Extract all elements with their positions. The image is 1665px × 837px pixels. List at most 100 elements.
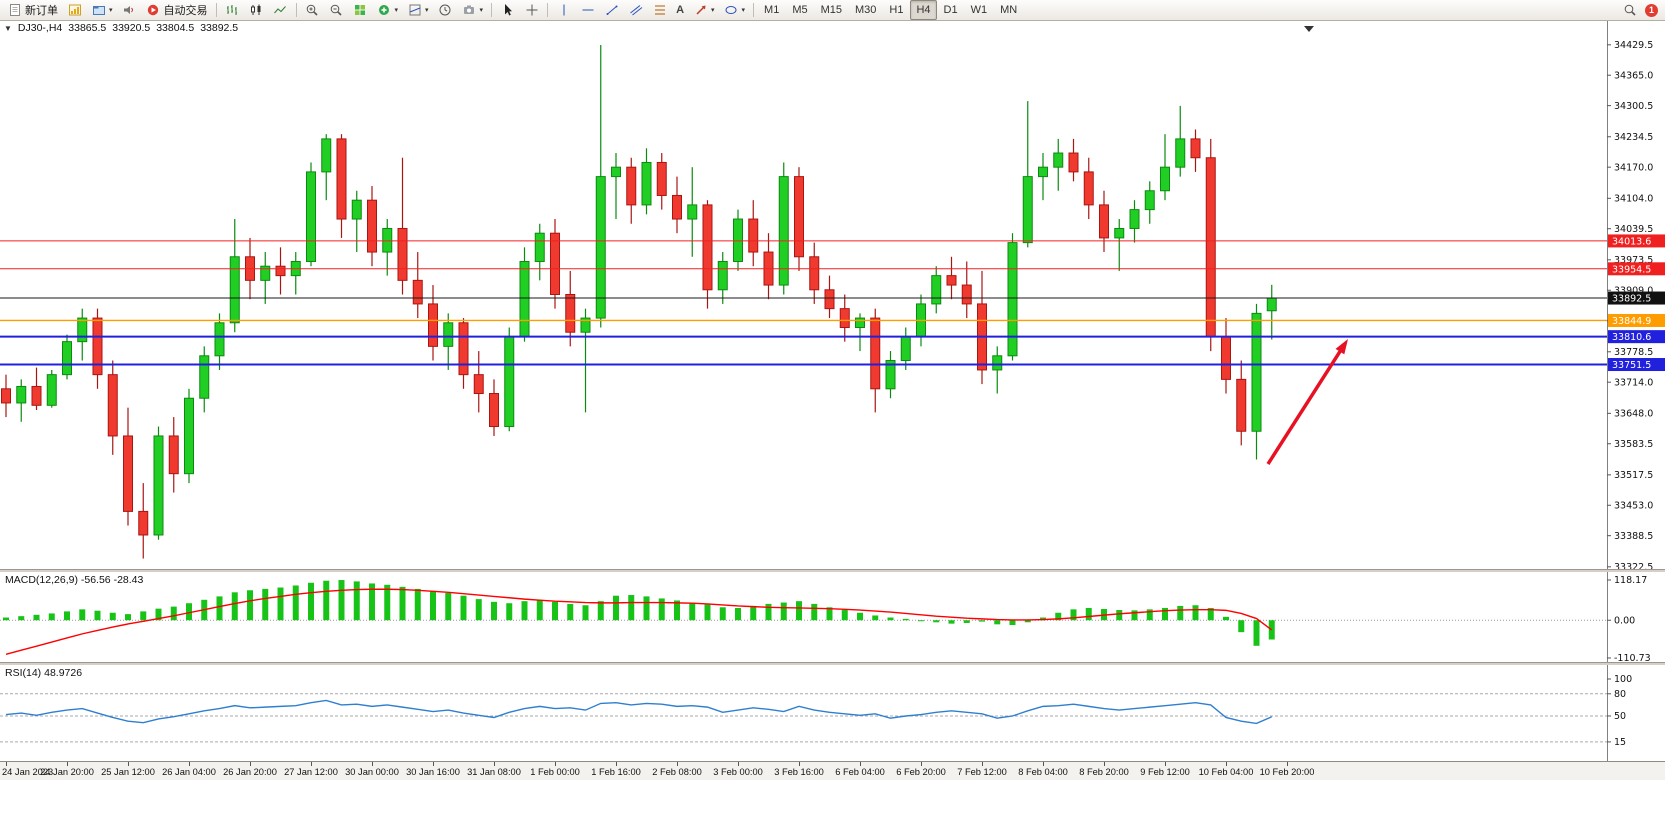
macd-histogram-bar [277, 587, 284, 621]
price-axis-label: 33648.0 [1614, 409, 1653, 420]
macd-histogram-bar [582, 605, 589, 621]
macd-histogram-bar [704, 604, 711, 621]
alerts-icon [122, 3, 137, 18]
timeframe-m15[interactable]: M15 [820, 4, 843, 16]
shapes-caret-icon: ▾ [741, 6, 746, 14]
macd-histogram-bar [262, 588, 269, 621]
channel-tool-button[interactable] [624, 0, 647, 20]
crosshair-icon [524, 3, 539, 18]
time-label: 6 Feb 04:00 [835, 767, 885, 777]
macd-histogram-bar [567, 603, 574, 621]
macd-histogram-bar [247, 590, 253, 621]
macd-histogram-bar [658, 598, 665, 621]
timeframe-w1[interactable]: W1 [970, 4, 988, 16]
profiles-button[interactable]: ▾ [87, 0, 117, 20]
time-tick [982, 762, 983, 766]
time-label: 3 Feb 16:00 [774, 767, 824, 777]
price-axis-label: 34300.5 [1614, 101, 1653, 112]
time-label: 1 Feb 00:00 [530, 767, 580, 777]
clock-button[interactable] [434, 0, 457, 20]
price-chart-panel[interactable]: ▼ DJ30-,H4 33865.5 33920.5 33804.5 33892… [0, 21, 1665, 569]
candle-body [1053, 152, 1064, 168]
objects-button[interactable]: ▾ [403, 0, 433, 20]
cursor-icon [500, 3, 515, 18]
new-order-button[interactable]: 新订单 [3, 0, 62, 20]
time-tick [738, 762, 739, 766]
price-axis-label: 33583.5 [1614, 439, 1653, 450]
timeframe-m30[interactable]: M30 [855, 4, 877, 16]
search-button[interactable] [1618, 0, 1641, 20]
screenshot-button[interactable]: ▾ [458, 0, 488, 20]
macd-histogram-bar [765, 603, 772, 621]
horizontal-line-tool-button[interactable] [576, 0, 599, 20]
alerts-button[interactable] [118, 0, 141, 20]
vertical-line-tool-button[interactable] [552, 0, 575, 20]
rsi-value: 48.9726 [44, 667, 83, 679]
time-tick [616, 762, 617, 766]
time-label: 30 Jan 16:00 [406, 767, 460, 777]
candle-body [1, 388, 11, 404]
auto-trading-button[interactable]: 自动交易 [142, 0, 212, 20]
timeframe-m1[interactable]: M1 [764, 4, 780, 16]
trendline-tool-button[interactable] [600, 0, 623, 20]
candlestick-chart-type-button[interactable] [245, 0, 268, 20]
macd-histogram-bar [750, 605, 757, 621]
arrows-tool-button[interactable]: ▾ [689, 0, 719, 20]
time-tick [311, 762, 312, 766]
candlestick-chart-canvas[interactable]: 34429.5 34365.0 34300.5 34234.5 34170.0 34104… [0, 21, 1665, 569]
candle-body [1144, 190, 1155, 211]
time-label: 26 Jan 04:00 [162, 767, 216, 777]
candle-body [641, 161, 652, 206]
candle-body [931, 275, 942, 305]
time-label: 3 Feb 00:00 [713, 767, 763, 777]
macd-panel[interactable]: MACD(12,26,9) -56.56 -28.43 118.17 0.00 -1… [0, 572, 1665, 662]
macd-histogram-bar [1192, 605, 1199, 621]
price-axis-label: 33517.5 [1614, 470, 1653, 481]
candle-body [687, 204, 698, 220]
macd-name: MACD(12,26,9) [5, 574, 78, 586]
candle-body [855, 317, 865, 329]
macd-histogram-bar [841, 610, 848, 621]
zoom-out-button[interactable] [325, 0, 348, 20]
timeframe-h1[interactable]: H1 [889, 4, 904, 16]
rsi-chart-canvas[interactable]: 100 80 50 15 [0, 665, 1665, 761]
line-chart-type-button[interactable] [269, 0, 292, 20]
indicators-button[interactable]: ▾ [373, 0, 403, 20]
timeframe-mn[interactable]: MN [1000, 4, 1018, 16]
timeframe-m5[interactable]: M5 [792, 4, 808, 16]
notification-badge[interactable]: 1 [1645, 3, 1658, 17]
time-tick [860, 762, 861, 766]
panel-splitter[interactable] [0, 569, 1665, 572]
timeframe-h4[interactable]: H4 [910, 0, 937, 20]
timeframe-d1[interactable]: D1 [943, 4, 958, 16]
shapes-tool-button[interactable]: ▾ [720, 0, 750, 20]
macd-histogram-bar [536, 599, 543, 621]
bar-chart-type-button[interactable] [221, 0, 244, 20]
macd-histogram-bar [674, 600, 680, 621]
price-tag-text: 33751.5 [1612, 360, 1651, 371]
macd-histogram-bar [872, 615, 879, 621]
candle-body [168, 435, 179, 475]
candle-body [458, 322, 469, 376]
cursor-tool-button[interactable] [496, 0, 519, 20]
zoom-in-button[interactable] [301, 0, 324, 20]
chart-window-button[interactable] [63, 0, 86, 20]
candle-body [1160, 166, 1170, 192]
scroll-marker-icon[interactable] [1304, 26, 1314, 32]
candle-body [107, 374, 118, 437]
crosshair-tool-button[interactable] [520, 0, 543, 20]
text-tool-button[interactable]: A [672, 0, 688, 20]
price-tag-text: 33892.5 [1612, 294, 1651, 305]
time-axis[interactable]: 24 Jan 2023 24 Jan 20:00 25 Jan 12:00 26 Ja… [0, 761, 1665, 780]
tile-windows-button[interactable] [349, 0, 372, 20]
arrow-annotation[interactable] [1266, 344, 1346, 465]
rsi-panel[interactable]: RSI(14) 48.9726 100 80 50 15 [0, 665, 1665, 761]
arrow-annotation-head[interactable] [1335, 339, 1348, 355]
macd-chart-canvas[interactable]: 118.17 0.00 -110.73 [0, 572, 1665, 662]
panel-splitter[interactable] [0, 662, 1665, 665]
macd-histogram-bar [64, 611, 70, 621]
fibonacci-tool-button[interactable] [648, 0, 671, 20]
chart-high: 33920.5 [112, 22, 151, 34]
separator [295, 3, 297, 17]
time-tick [677, 762, 678, 766]
